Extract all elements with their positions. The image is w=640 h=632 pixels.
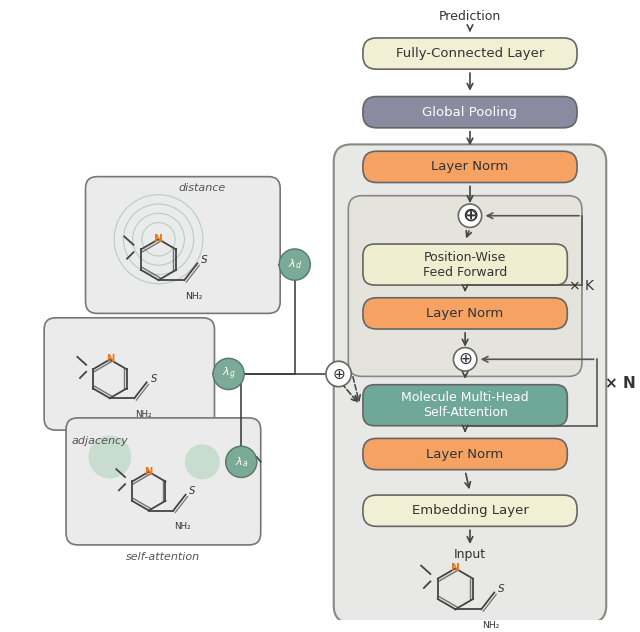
Circle shape	[458, 204, 482, 228]
Text: N: N	[154, 234, 163, 244]
Text: $\lambda_d$: $\lambda_d$	[288, 258, 302, 272]
Text: $\oplus$: $\oplus$	[458, 350, 472, 368]
Text: N: N	[451, 564, 460, 573]
Text: adjacency: adjacency	[72, 436, 129, 446]
Text: $\oplus$: $\oplus$	[463, 207, 477, 225]
Text: Layer Norm: Layer Norm	[426, 307, 504, 320]
Text: $\oplus$: $\oplus$	[461, 206, 478, 225]
Text: NH₂: NH₂	[135, 410, 152, 418]
Text: S: S	[189, 486, 196, 496]
Circle shape	[453, 348, 477, 371]
Text: $\lambda_g$: $\lambda_g$	[221, 366, 236, 382]
FancyBboxPatch shape	[363, 38, 577, 69]
Text: Fully-Connected Layer: Fully-Connected Layer	[396, 47, 544, 60]
Text: NH₂: NH₂	[185, 292, 202, 301]
Text: Global Pooling: Global Pooling	[422, 106, 518, 119]
FancyBboxPatch shape	[363, 298, 567, 329]
Text: N: N	[106, 355, 114, 365]
FancyBboxPatch shape	[363, 385, 567, 426]
Text: $\oplus$: $\oplus$	[332, 367, 345, 382]
FancyBboxPatch shape	[363, 97, 577, 128]
FancyBboxPatch shape	[333, 144, 606, 623]
Circle shape	[185, 444, 220, 480]
Text: NH₂: NH₂	[173, 522, 190, 531]
Text: NH₂: NH₂	[482, 621, 499, 631]
FancyBboxPatch shape	[66, 418, 260, 545]
Circle shape	[279, 249, 310, 280]
Text: Position-Wise
Feed Forward: Position-Wise Feed Forward	[423, 250, 508, 279]
Circle shape	[226, 446, 257, 478]
Circle shape	[88, 435, 131, 478]
Text: × K: × K	[570, 279, 595, 293]
Text: Layer Norm: Layer Norm	[426, 447, 504, 461]
Circle shape	[213, 358, 244, 389]
FancyBboxPatch shape	[363, 244, 567, 285]
FancyBboxPatch shape	[363, 439, 567, 470]
Text: self-attention: self-attention	[126, 552, 200, 562]
Text: S: S	[499, 584, 505, 594]
Text: Molecule Multi-Head
Self-Attention: Molecule Multi-Head Self-Attention	[401, 391, 529, 419]
Text: $\lambda_a$: $\lambda_a$	[235, 455, 248, 469]
FancyBboxPatch shape	[363, 495, 577, 526]
Text: Prediction: Prediction	[439, 10, 501, 23]
Circle shape	[326, 362, 351, 387]
Text: × N: × N	[605, 376, 636, 391]
FancyBboxPatch shape	[348, 196, 582, 377]
Text: Input: Input	[454, 548, 486, 561]
FancyBboxPatch shape	[86, 177, 280, 313]
Text: N: N	[145, 467, 153, 477]
FancyBboxPatch shape	[363, 151, 577, 183]
Text: S: S	[202, 255, 208, 265]
Text: S: S	[150, 374, 157, 384]
Text: Layer Norm: Layer Norm	[431, 161, 509, 173]
FancyBboxPatch shape	[44, 318, 214, 430]
Text: distance: distance	[179, 183, 226, 193]
Text: Embedding Layer: Embedding Layer	[412, 504, 529, 517]
